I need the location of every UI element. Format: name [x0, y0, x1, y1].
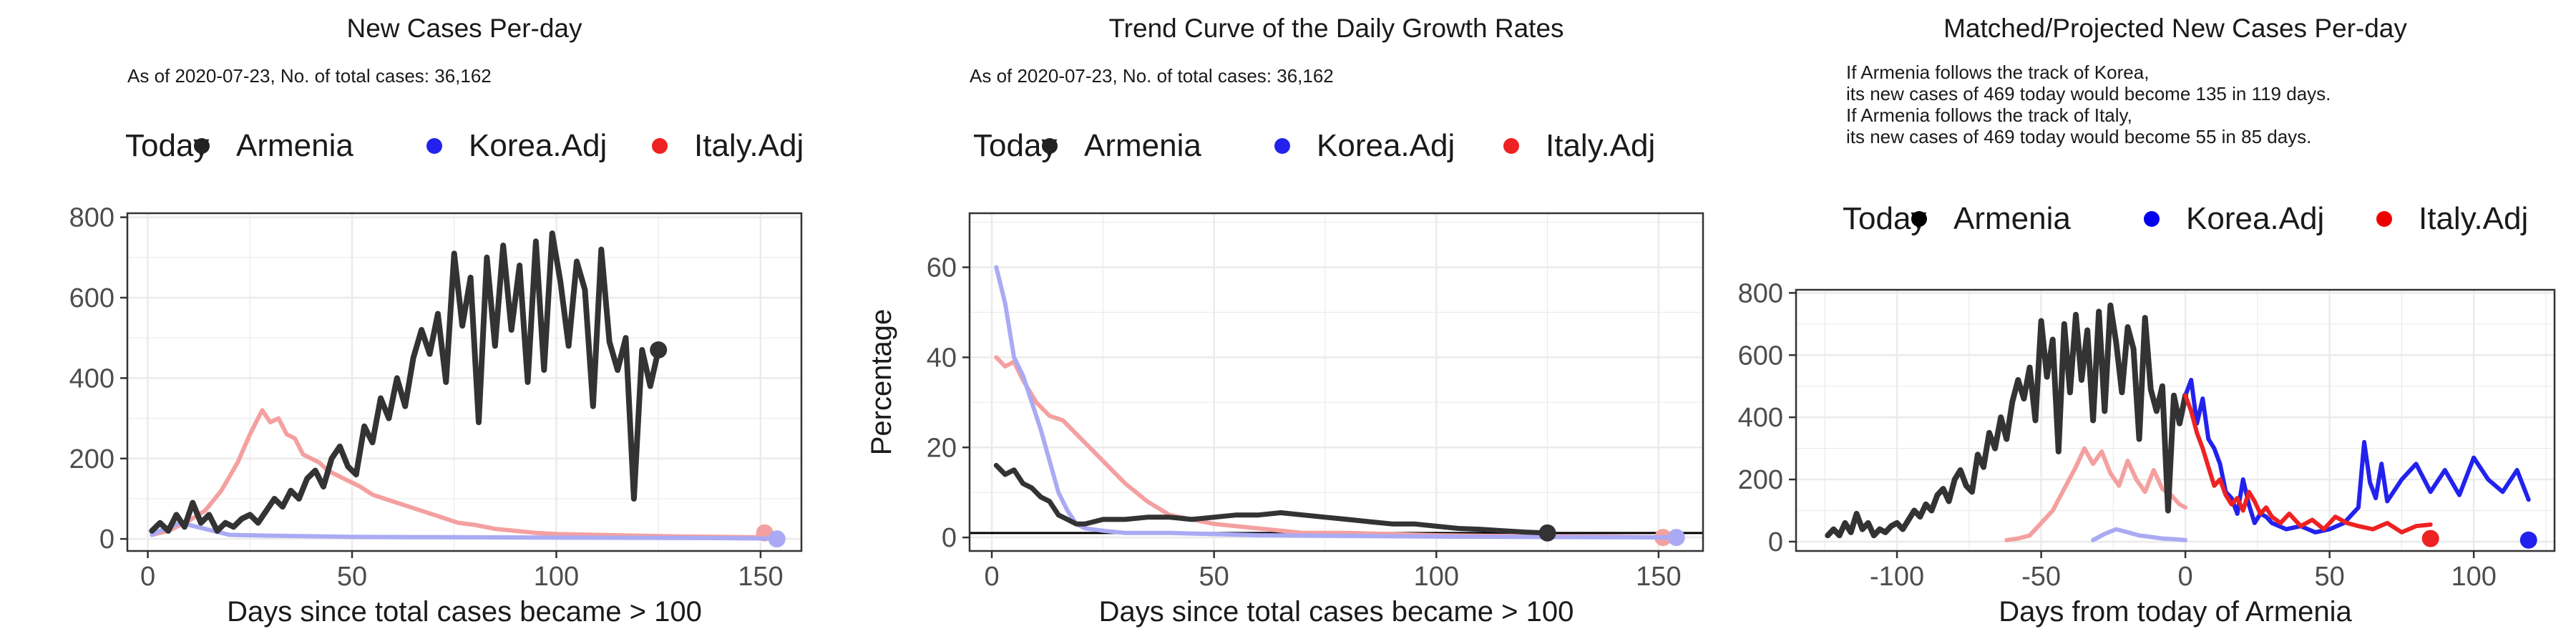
- series-endpoint: [1538, 524, 1556, 542]
- legend-label: Korea.Adj: [469, 128, 607, 163]
- x-tick-label: 100: [534, 562, 579, 592]
- series-line: [2091, 527, 2188, 542]
- series-line: [2004, 446, 2188, 542]
- series-line: [1825, 302, 2189, 539]
- x-axis-label: Days from today of Armenia: [1999, 596, 2352, 628]
- y-axis-label: Percentage: [866, 309, 897, 456]
- y-tick-label: 800: [69, 203, 114, 233]
- chart-subtitle: If Armenia follows the track of Italy,: [1846, 104, 2132, 126]
- legend-label: Italy.Adj: [2419, 201, 2528, 236]
- legend-label: Italy.Adj: [694, 128, 804, 163]
- legend-key: [426, 138, 442, 154]
- chart-subtitle: As of 2020-07-23, No. of total cases: 36…: [970, 65, 1334, 87]
- chart-panel-2: Trend Curve of the Daily Growth Rates As …: [866, 14, 1704, 628]
- x-tick-label: 0: [140, 562, 155, 592]
- series-line: [149, 230, 662, 534]
- legend-label: Italy.Adj: [1546, 128, 1655, 163]
- x-tick-label: 50: [2314, 562, 2344, 592]
- y-tick-label: 20: [927, 433, 957, 463]
- y-tick-label: 0: [942, 523, 957, 553]
- series-line: [2183, 378, 2531, 535]
- x-tick-label: 100: [2451, 562, 2496, 592]
- x-tick-label: -50: [2021, 562, 2061, 592]
- legend-label: Korea.Adj: [2186, 201, 2324, 236]
- x-tick-label: 0: [984, 562, 999, 592]
- series-line: [2183, 393, 2433, 535]
- chart-panel-3: Matched/Projected New Cases Per-day If Ar…: [1738, 14, 2556, 628]
- chart-title: Trend Curve of the Daily Growth Rates: [1108, 14, 1563, 43]
- y-tick-label: 800: [1738, 278, 1783, 308]
- x-tick-label: 150: [1636, 562, 1681, 592]
- y-tick-label: 600: [1738, 341, 1783, 371]
- legend-key: [194, 138, 210, 154]
- legend-label: Armenia: [1953, 201, 2071, 236]
- legend-label: Armenia: [236, 128, 353, 163]
- chart-subtitle: If Armenia follows the track of Korea,: [1846, 62, 2149, 83]
- series-line: [150, 408, 763, 540]
- x-axis-label: Days since total cases became > 100: [227, 596, 702, 628]
- x-tick-label: 50: [1199, 562, 1229, 592]
- x-tick-label: -100: [1870, 562, 1924, 592]
- x-tick-label: 100: [1414, 562, 1459, 592]
- x-tick-label: 0: [2178, 562, 2193, 592]
- chart-panel-1: New Cases Per-day As of 2020-07-23, No. o…: [69, 14, 804, 628]
- series-line: [993, 462, 1551, 536]
- y-tick-label: 600: [69, 283, 114, 313]
- series-endpoint: [768, 530, 786, 548]
- y-tick-label: 40: [927, 343, 957, 373]
- plot-border: [126, 212, 803, 552]
- legend-key: [1274, 138, 1290, 154]
- legend-key: [1042, 138, 1058, 154]
- x-tick-label: 150: [738, 562, 783, 592]
- y-tick-label: 0: [99, 525, 114, 555]
- legend-key: [2376, 211, 2392, 227]
- legend-key: [2144, 211, 2160, 227]
- y-tick-label: 60: [927, 253, 957, 283]
- chart-subtitle: its new cases of 469 today would become …: [1846, 83, 2331, 104]
- y-tick-label: 0: [1768, 527, 1783, 557]
- series-endpoint: [1667, 529, 1685, 547]
- plot-border: [968, 212, 1704, 552]
- legend-key: [1911, 211, 1927, 227]
- chart-subtitle: As of 2020-07-23, No. of total cases: 36…: [127, 65, 492, 87]
- series-endpoint: [2421, 530, 2439, 547]
- x-tick-label: 50: [337, 562, 367, 592]
- legend-label: Korea.Adj: [1317, 128, 1455, 163]
- plot-border: [1795, 288, 2556, 552]
- series-endpoint: [650, 341, 668, 359]
- y-tick-label: 200: [69, 444, 114, 474]
- series-line: [994, 265, 1679, 540]
- series-line: [150, 520, 775, 541]
- legend-key: [652, 138, 668, 154]
- y-tick-label: 400: [1738, 403, 1783, 433]
- x-axis-label: Days since total cases became > 100: [1099, 596, 1574, 628]
- y-tick-label: 200: [1738, 465, 1783, 495]
- chart-title: Matched/Projected New Cases Per-day: [1943, 14, 2407, 43]
- y-tick-label: 400: [69, 364, 114, 394]
- chart-subtitle: its new cases of 469 today would become …: [1846, 126, 2311, 147]
- legend-key: [1503, 138, 1519, 154]
- chart-title: New Cases Per-day: [346, 14, 582, 43]
- series-endpoint: [2519, 531, 2537, 549]
- legend-label: Armenia: [1084, 128, 1201, 163]
